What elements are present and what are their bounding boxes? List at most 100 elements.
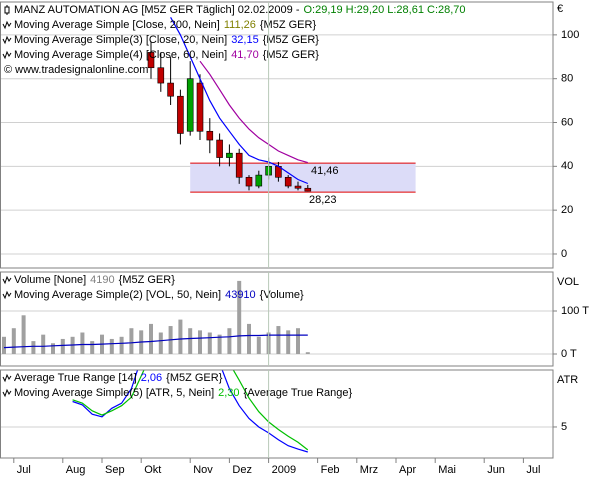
legend-part: Moving Average Simple(3) [Close, 20, Nei… bbox=[14, 34, 227, 46]
legend-part: {M5Z GER} bbox=[119, 274, 176, 286]
legend-icon bbox=[2, 388, 12, 398]
x-tick-label: Apr bbox=[399, 464, 416, 476]
panel-frame bbox=[0, 271, 554, 367]
candle-body bbox=[245, 176, 253, 187]
axis-label: ATR bbox=[557, 374, 578, 386]
candle-body bbox=[284, 176, 292, 187]
y-tick-label: 100 bbox=[561, 29, 579, 41]
candle-body bbox=[226, 152, 233, 158]
volume-bar bbox=[296, 328, 300, 355]
y-tick-label: 60 bbox=[561, 116, 573, 128]
y-tick-label: 0 T bbox=[561, 348, 577, 360]
series-line bbox=[3, 334, 308, 349]
candle-body bbox=[147, 52, 155, 69]
legend-icon bbox=[2, 275, 12, 285]
x-tick-label: Mai bbox=[438, 464, 456, 476]
y-tick-label: 20 bbox=[561, 204, 573, 216]
volume-bar bbox=[158, 332, 163, 355]
y-tick-label: 5 bbox=[561, 421, 567, 433]
legend-part: 41,70 bbox=[231, 49, 259, 61]
copyright-note: © www.tradesignalonline.com bbox=[4, 64, 148, 76]
legend-part: Moving Average Simple [Close, 200, Nein] bbox=[14, 19, 220, 31]
legend-part: 4190 bbox=[90, 274, 114, 286]
candle-body bbox=[206, 130, 214, 141]
volume-bar bbox=[207, 332, 212, 355]
candle-body bbox=[304, 187, 312, 192]
candle-body bbox=[196, 82, 204, 132]
legend-part: Moving Average Simple(4) [Close, 60, Nei… bbox=[14, 49, 227, 61]
price-band bbox=[190, 163, 416, 193]
plot bbox=[147, 17, 416, 193]
volume-bar bbox=[90, 341, 95, 355]
volume-bar bbox=[149, 323, 153, 355]
volume-bar bbox=[305, 352, 310, 355]
volume-bar bbox=[60, 338, 65, 355]
volume-bar bbox=[11, 328, 16, 355]
legend-part: 2,06 bbox=[141, 372, 162, 384]
volume-bar bbox=[2, 336, 6, 355]
volume-bar bbox=[198, 330, 202, 355]
candle-body bbox=[157, 67, 165, 84]
volume-bar bbox=[119, 336, 124, 355]
candle-body bbox=[177, 95, 184, 134]
volume-bar bbox=[286, 330, 291, 355]
panel-frame bbox=[0, 1, 554, 269]
x-tick-label: Aug bbox=[66, 464, 86, 476]
legend-entry: Moving Average Simple(3) [Close, 20, Nei… bbox=[14, 34, 319, 46]
x-tick-label: Nov bbox=[193, 464, 213, 476]
volume-bar bbox=[247, 323, 251, 355]
legend-part: {M5Z GER} bbox=[260, 19, 317, 31]
legend-entry: Moving Average Simple(4) [Close, 60, Nei… bbox=[14, 49, 319, 61]
candle-body bbox=[216, 139, 223, 158]
legend-part: {Average True Range} bbox=[244, 387, 353, 399]
legend-icon bbox=[4, 6, 10, 14]
volume-bar bbox=[276, 326, 281, 355]
volume-bar bbox=[41, 334, 46, 355]
y-tick-label: 100 T bbox=[561, 305, 589, 317]
volume-bar bbox=[178, 319, 183, 355]
volume-bar bbox=[109, 338, 114, 355]
x-tick-label: Mrz bbox=[360, 464, 378, 476]
volume-bar bbox=[227, 328, 232, 355]
volume-bar bbox=[188, 328, 193, 355]
legend-entry: Average True Range [14] 2,06 {M5Z GER} bbox=[14, 372, 223, 384]
axis-label: VOL bbox=[557, 276, 579, 288]
x-tick-label: Okt bbox=[144, 464, 161, 476]
x-tick-label: 2009 bbox=[272, 464, 296, 476]
series-line bbox=[199, 60, 308, 164]
volume-bar bbox=[80, 332, 85, 355]
legend-entry: Moving Average Simple(5) [ATR, 5, Nein] 2… bbox=[14, 387, 353, 399]
legend-part: 111,26 bbox=[224, 19, 256, 31]
volume-bar bbox=[31, 341, 36, 355]
band-label: 41,46 bbox=[311, 165, 339, 177]
legend-entry: Moving Average Simple [Close, 200, Nein]… bbox=[14, 19, 316, 31]
volume-bar bbox=[51, 343, 55, 355]
legend-part: 32,15 bbox=[231, 34, 259, 46]
legend-part: MANZ AUTOMATION AG [M5Z GER Täglich] 02.… bbox=[14, 4, 300, 16]
series-line bbox=[170, 17, 309, 185]
candle-body bbox=[186, 78, 194, 132]
legend-part: Moving Average Simple(2) [VOL, 50, Nein] bbox=[14, 289, 221, 301]
legend-icon bbox=[2, 290, 12, 300]
legend-part: 2,30 bbox=[218, 387, 239, 399]
legend-part: {M5Z GER} bbox=[166, 372, 223, 384]
legend-entry: Moving Average Simple(2) [VOL, 50, Nein]… bbox=[14, 289, 304, 301]
legend-entry: MANZ AUTOMATION AG [M5Z GER Täglich] 02.… bbox=[14, 4, 466, 16]
legend-icon bbox=[2, 35, 12, 45]
y-tick-label: 80 bbox=[561, 73, 573, 85]
band-label: 28,23 bbox=[309, 194, 337, 206]
volume-bar bbox=[21, 315, 26, 355]
legend-part: Volume [None] bbox=[14, 274, 86, 286]
volume-bar bbox=[129, 328, 134, 355]
legend-entry: Volume [None] 4190 {M5Z GER} bbox=[14, 274, 175, 286]
legend-icon bbox=[2, 373, 12, 383]
legend-icon bbox=[2, 20, 12, 30]
plot bbox=[2, 280, 310, 355]
legend-part: {M5Z GER} bbox=[263, 34, 320, 46]
legend-part: {Volume} bbox=[260, 289, 304, 301]
volume-bar bbox=[217, 334, 222, 355]
x-tick-label: Jun bbox=[487, 464, 505, 476]
candle-body bbox=[255, 174, 263, 187]
